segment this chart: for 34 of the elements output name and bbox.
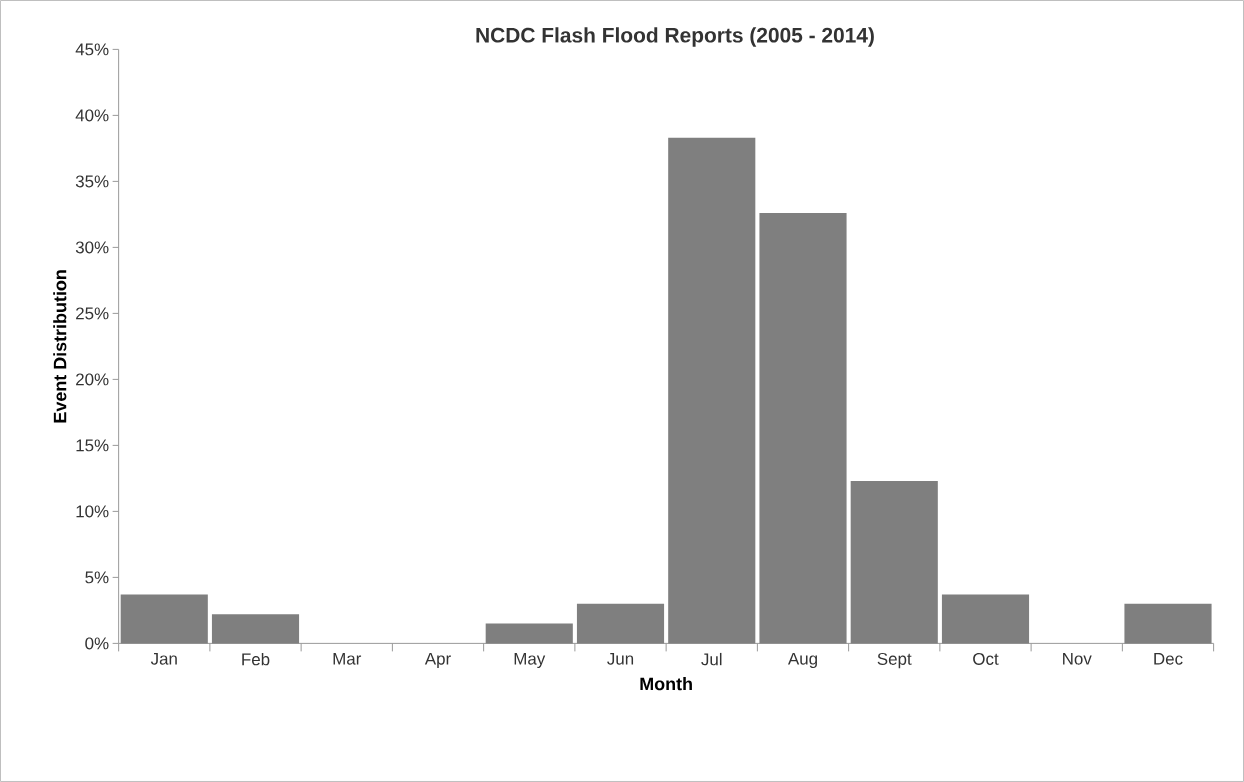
y-tick-label: 25% [76,307,109,320]
x-tick-label: Mar [333,652,362,665]
bar [576,603,665,644]
x-tick-label: Dec [1154,652,1183,665]
x-tick-label: Oct [973,652,999,665]
bar [941,594,1030,644]
x-tick-label: Jan [150,652,177,665]
x-tick-label: Aug [787,652,817,669]
y-tick-label: 30% [75,241,109,254]
bar [1124,603,1212,644]
y-tick-label: 35% [75,175,109,188]
x-tick-label: May [514,652,546,669]
y-tick-label: 15% [76,439,109,452]
x-tick-label: Feb [242,652,270,666]
x-tick-label: Jul [701,652,722,666]
y-tick-label: 10% [76,505,109,518]
x-axis-title: Month [640,677,692,691]
bar [668,137,756,644]
y-tick-label: 40% [75,109,109,122]
y-tick-label: 5% [85,571,109,584]
y-tick-label: 45% [75,43,109,56]
x-tick-label: Nov [1063,652,1092,665]
bar [850,481,938,644]
x-tick-label: Jun [607,652,634,665]
chart-title: NCDC Flash Flood Reports (2005 - 2014) [476,27,874,47]
y-tick-label: 0% [85,637,109,650]
x-tick-label: Sept [877,652,912,669]
y-tick-label: 20% [76,373,109,386]
bar [211,614,300,644]
bar [120,594,208,644]
bar [485,623,573,644]
bar [759,213,847,644]
y-axis-title: Event Distribution [53,270,67,423]
x-tick-label: Apr [424,652,451,669]
